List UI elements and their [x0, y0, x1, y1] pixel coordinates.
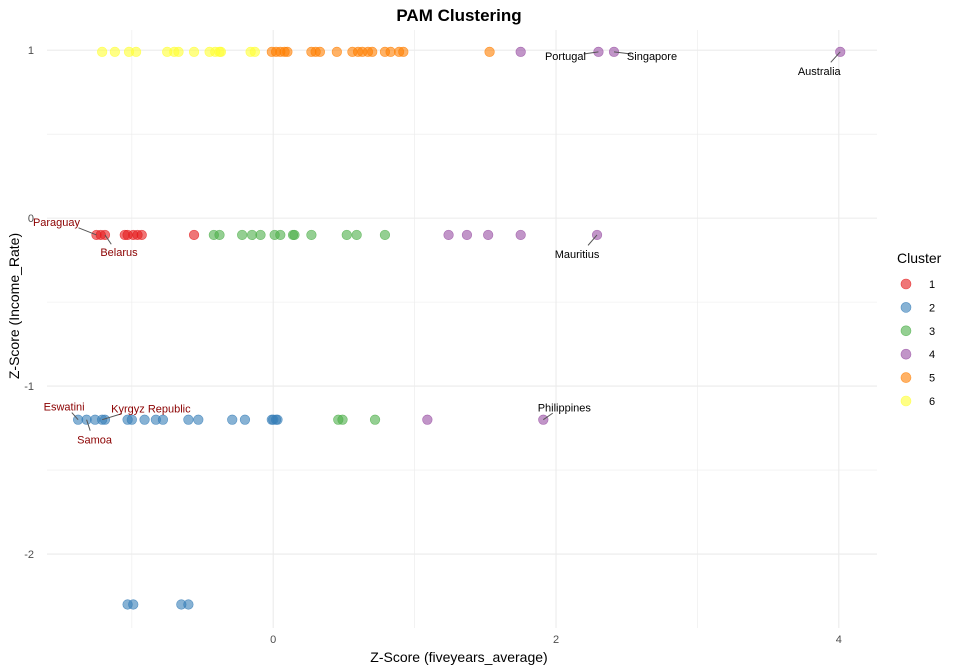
y-tick-label: -2 [24, 549, 34, 561]
annotation-singapore: Singapore [627, 51, 677, 63]
x-tick-label: 4 [836, 634, 842, 646]
point-cluster-6 [249, 46, 260, 57]
point-cluster-2 [193, 414, 204, 425]
legend-label-4: 4 [929, 349, 935, 361]
legend-label-5: 5 [929, 373, 935, 385]
x-tick-label: 2 [553, 634, 559, 646]
point-cluster-3 [237, 229, 248, 241]
point-cluster-3 [337, 414, 348, 425]
point-cluster-6 [173, 46, 184, 57]
legend-key-5 [900, 372, 912, 383]
annotation-kyrgyz-republic: Kyrgyz Republic [111, 404, 191, 416]
point-cluster-4 [538, 414, 549, 425]
x-tick-label: 0 [270, 634, 276, 646]
point-cluster-6 [215, 46, 227, 57]
annotation-connector-philippines [543, 412, 554, 421]
point-cluster-4 [483, 229, 494, 241]
point-cluster-1 [188, 229, 200, 241]
point-cluster-3 [351, 229, 362, 241]
point-cluster-3 [369, 414, 381, 425]
legend-label-2: 2 [929, 302, 935, 314]
legend-key-1 [900, 278, 912, 290]
annotation-mauritius: Mauritius [555, 249, 600, 261]
y-tick-label: 1 [28, 45, 34, 57]
point-cluster-5 [398, 46, 409, 57]
point-cluster-2 [227, 414, 238, 425]
annotation-australia: Australia [798, 66, 842, 78]
annotation-connector-portugal [583, 51, 599, 55]
point-cluster-2 [183, 599, 194, 610]
point-cluster-5 [282, 46, 293, 57]
annotation-connector-kyrgyz-republic [101, 413, 123, 421]
annotation-connector-australia [830, 51, 841, 63]
annotation-portugal: Portugal [545, 51, 586, 63]
point-cluster-4 [461, 229, 473, 241]
point-cluster-3 [379, 229, 391, 241]
point-cluster-2 [99, 414, 111, 425]
y-tick-label: 0 [28, 213, 34, 225]
annotation-connector-eswatini [71, 412, 79, 421]
point-cluster-4 [515, 46, 526, 57]
point-cluster-2 [183, 414, 194, 425]
point-cluster-2 [126, 414, 137, 425]
point-cluster-2 [139, 414, 150, 425]
annotation-connector-samoa [86, 419, 91, 431]
annotation-connector-singapore [613, 51, 632, 55]
annotation-philippines: Philippines [538, 403, 592, 415]
data-points [73, 46, 846, 610]
y-axis-ticks: -2 -1 0 1 [24, 45, 34, 561]
grid-lines [47, 30, 877, 628]
point-cluster-5 [314, 46, 325, 57]
legend-key-4 [900, 348, 912, 360]
legend: Cluster 1 2 3 4 5 6 [897, 250, 942, 408]
point-cluster-6 [97, 46, 108, 57]
legend-key-3 [900, 325, 912, 337]
point-cluster-3 [275, 229, 286, 241]
point-cluster-3 [246, 229, 258, 241]
annotation-connector-mauritius [587, 234, 598, 246]
legend-title: Cluster [897, 250, 942, 266]
point-cluster-1 [99, 229, 111, 241]
point-cluster-5 [385, 46, 396, 57]
point-cluster-5 [367, 46, 378, 57]
x-axis-ticks: 0 2 4 [270, 634, 842, 646]
legend-label-3: 3 [929, 326, 935, 338]
point-cluster-2 [272, 414, 283, 425]
point-cluster-4 [515, 229, 526, 241]
annotation-connector-paraguay [78, 227, 97, 236]
annotation-samoa: Samoa [77, 435, 113, 447]
point-annotations: Paraguay Belarus Eswatini Kyrgyz Republic Sa… [33, 51, 842, 447]
point-cluster-3 [306, 229, 317, 241]
annotation-belarus: Belarus [100, 247, 138, 259]
y-axis-title: Z-Score (Income_Rate) [6, 233, 22, 379]
y-tick-label: -1 [24, 381, 34, 393]
point-cluster-2 [157, 414, 169, 425]
point-cluster-2 [239, 414, 251, 425]
point-cluster-6 [109, 46, 120, 57]
point-cluster-5 [331, 46, 342, 57]
point-cluster-3 [341, 229, 352, 241]
point-cluster-1 [136, 229, 147, 241]
point-cluster-3 [289, 229, 300, 241]
annotation-paraguay: Paraguay [33, 217, 81, 229]
point-cluster-4 [422, 414, 433, 425]
point-cluster-5 [484, 46, 495, 57]
legend-key-2 [900, 302, 912, 313]
point-cluster-3 [214, 229, 225, 241]
legend-label-6: 6 [929, 396, 935, 408]
x-axis-title: Z-Score (fiveyears_average) [370, 649, 547, 665]
annotation-eswatini: Eswatini [44, 402, 85, 414]
point-cluster-3 [255, 229, 266, 241]
point-cluster-4 [443, 229, 454, 241]
point-cluster-6 [188, 46, 200, 57]
point-cluster-6 [130, 46, 142, 57]
legend-label-1: 1 [929, 279, 935, 291]
annotation-connector-belarus [104, 234, 112, 245]
point-cluster-2 [128, 599, 139, 610]
chart-title: PAM Clustering [396, 6, 521, 25]
legend-key-6 [900, 395, 912, 407]
